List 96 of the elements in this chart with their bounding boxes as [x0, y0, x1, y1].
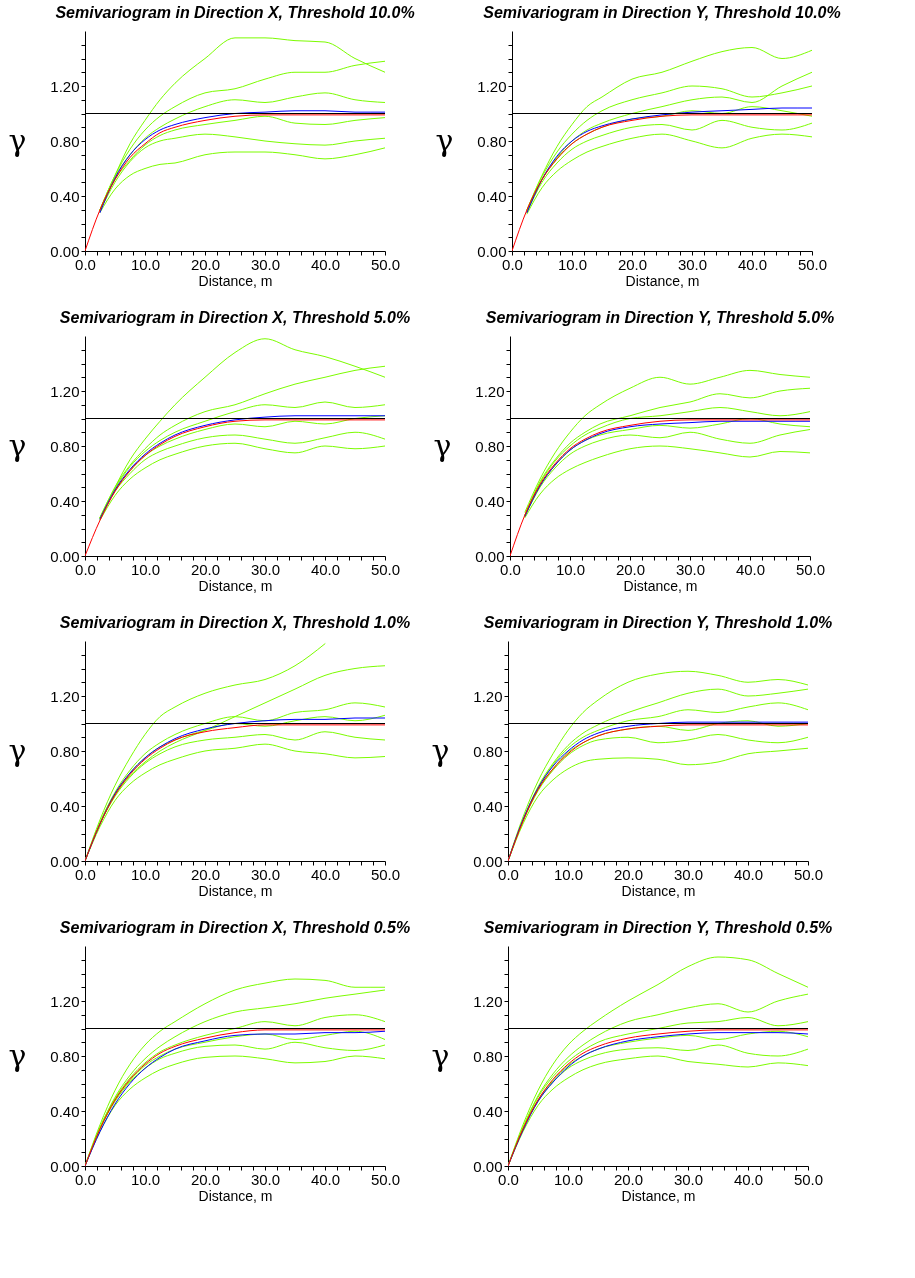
y-tick-label: 0.40: [473, 797, 503, 815]
x-axis-title: Distance, m: [198, 1187, 273, 1204]
y-tick-label: 0.40: [50, 492, 80, 510]
x-tick-label: 10.0: [553, 865, 584, 883]
x-tick-label: 30.0: [250, 560, 281, 578]
chart-title: Semivariogram in Direction X, Threshold 1.0%: [59, 614, 411, 631]
x-tick-label: 10.0: [130, 255, 161, 273]
y-tick-label: 0.80: [473, 1047, 503, 1065]
x-tick-label: 20.0: [190, 865, 221, 883]
x-tick-label: 10.0: [130, 1170, 161, 1188]
y-tick-label: 1.20: [477, 77, 507, 95]
y-axis-title: γ: [8, 1037, 27, 1073]
x-axis-title: Distance, m: [625, 272, 700, 289]
x-tick-label: 10.0: [130, 865, 161, 883]
y-axis-title: γ: [8, 427, 27, 463]
x-tick-label: 10.0: [553, 1170, 584, 1188]
y-tick-label: 0.00: [50, 242, 80, 260]
x-tick-label: 30.0: [675, 560, 706, 578]
x-axis-title: Distance, m: [621, 1187, 696, 1204]
y-tick-label: 0.80: [50, 1047, 80, 1065]
y-tick-label: 0.40: [475, 492, 505, 510]
x-tick-label: 20.0: [190, 560, 221, 578]
x-tick-label: 50.0: [793, 865, 824, 883]
chart-title: Semivariogram in Direction Y, Threshold 1.0%: [483, 614, 833, 631]
y-tick-label: 1.20: [50, 687, 80, 705]
y-tick-label: 0.80: [473, 742, 503, 760]
x-axis-title: Distance, m: [623, 577, 698, 594]
y-tick-label: 1.20: [50, 992, 80, 1010]
y-tick-label: 0.00: [50, 852, 80, 870]
y-tick-label: 1.20: [50, 382, 80, 400]
y-tick-label: 0.40: [477, 187, 507, 205]
y-tick-label: 1.20: [475, 382, 505, 400]
chart-title: Semivariogram in Direction X, Threshold 5.0%: [59, 309, 411, 326]
x-axis-title: Distance, m: [198, 272, 273, 289]
x-tick-label: 30.0: [250, 1170, 281, 1188]
y-tick-label: 0.80: [50, 742, 80, 760]
y-tick-label: 0.40: [473, 1102, 503, 1120]
y-axis-title: γ: [8, 732, 27, 768]
y-tick-label: 0.40: [50, 797, 80, 815]
x-tick-label: 50.0: [370, 865, 401, 883]
y-tick-label: 0.00: [473, 1157, 503, 1175]
chart-title: Semivariogram in Direction Y, Threshold 10.0%: [483, 4, 841, 21]
x-tick-label: 20.0: [190, 255, 221, 273]
x-tick-label: 50.0: [795, 560, 826, 578]
x-tick-label: 40.0: [733, 865, 764, 883]
y-tick-label: 0.00: [473, 852, 503, 870]
x-tick-label: 20.0: [190, 1170, 221, 1188]
x-tick-label: 40.0: [735, 560, 766, 578]
y-tick-label: 0.40: [50, 1102, 80, 1120]
y-axis-title: γ: [435, 122, 454, 158]
y-tick-label: 0.80: [50, 437, 80, 455]
x-tick-label: 30.0: [250, 865, 281, 883]
x-tick-label: 40.0: [733, 1170, 764, 1188]
chart-title: Semivariogram in Direction X, Threshold 0.5%: [59, 919, 411, 936]
x-tick-label: 20.0: [615, 560, 646, 578]
x-tick-label: 10.0: [557, 255, 588, 273]
x-axis-title: Distance, m: [621, 882, 696, 899]
x-tick-label: 40.0: [310, 560, 341, 578]
x-tick-label: 30.0: [250, 255, 281, 273]
x-tick-label: 50.0: [370, 560, 401, 578]
chart-title: Semivariogram in Direction Y, Threshold 5.0%: [485, 309, 835, 326]
y-axis-title: γ: [431, 1037, 450, 1073]
x-tick-label: 40.0: [310, 1170, 341, 1188]
y-axis-title: γ: [431, 732, 450, 768]
chart-title: Semivariogram in Direction Y, Threshold 0.5%: [483, 919, 833, 936]
y-tick-label: 1.20: [473, 687, 503, 705]
y-tick-label: 1.20: [50, 77, 80, 95]
x-tick-label: 40.0: [310, 255, 341, 273]
x-tick-label: 30.0: [677, 255, 708, 273]
x-tick-label: 50.0: [793, 1170, 824, 1188]
x-tick-label: 40.0: [737, 255, 768, 273]
x-tick-label: 10.0: [130, 560, 161, 578]
y-tick-label: 0.40: [50, 187, 80, 205]
x-axis-title: Distance, m: [198, 882, 273, 899]
x-tick-label: 50.0: [797, 255, 828, 273]
y-tick-label: 0.00: [477, 242, 507, 260]
y-axis-title: γ: [8, 122, 27, 158]
y-tick-label: 1.20: [473, 992, 503, 1010]
x-tick-label: 20.0: [617, 255, 648, 273]
y-tick-label: 0.00: [475, 547, 505, 565]
x-tick-label: 30.0: [673, 865, 704, 883]
y-tick-label: 0.80: [475, 437, 505, 455]
x-tick-label: 20.0: [613, 865, 644, 883]
x-axis-title: Distance, m: [198, 577, 273, 594]
y-tick-label: 0.00: [50, 547, 80, 565]
x-tick-label: 40.0: [310, 865, 341, 883]
x-tick-label: 50.0: [370, 255, 401, 273]
x-tick-label: 30.0: [673, 1170, 704, 1188]
x-tick-label: 20.0: [613, 1170, 644, 1188]
y-tick-label: 0.80: [477, 132, 507, 150]
x-tick-label: 10.0: [555, 560, 586, 578]
x-tick-label: 50.0: [370, 1170, 401, 1188]
chart-title: Semivariogram in Direction X, Threshold 10.0%: [55, 4, 415, 21]
y-tick-label: 0.80: [50, 132, 80, 150]
y-tick-label: 0.00: [50, 1157, 80, 1175]
y-axis-title: γ: [433, 427, 452, 463]
